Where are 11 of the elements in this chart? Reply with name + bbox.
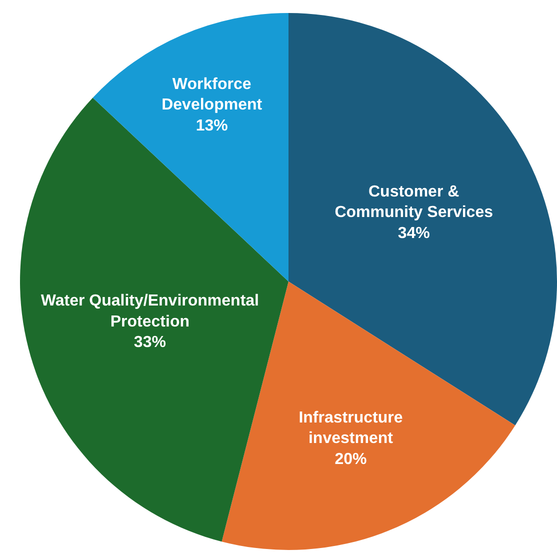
slice-label: Infrastructure investment (298, 409, 403, 448)
data-label: 34% (398, 224, 430, 242)
slice-label: Water Quality/Environmental Protection (40, 292, 259, 330)
pie-slice (20, 98, 288, 542)
data-label: 13% (196, 117, 228, 134)
data-label: 20% (334, 451, 367, 468)
data-label: 33% (134, 334, 166, 352)
slice-label: Workforce Development (162, 76, 263, 114)
pie-slice (92, 13, 288, 282)
slice-label: Customer & Community Services (334, 183, 494, 222)
pie-slice (288, 13, 556, 426)
